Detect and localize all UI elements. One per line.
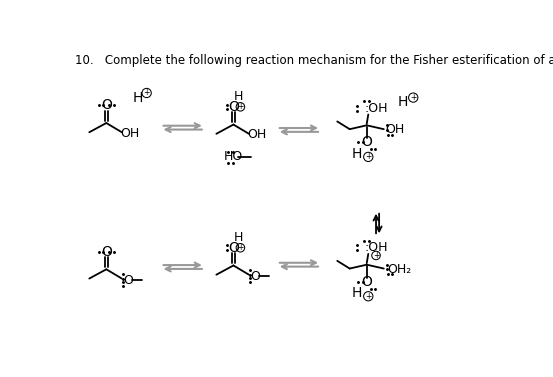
Text: OH: OH <box>120 127 139 139</box>
Text: O: O <box>361 274 372 289</box>
Text: +: + <box>365 292 372 301</box>
Text: HO: HO <box>224 150 243 163</box>
Text: O: O <box>228 100 239 114</box>
Text: H: H <box>352 286 362 300</box>
Text: O: O <box>101 245 112 259</box>
Text: :OH: :OH <box>364 102 388 115</box>
Text: O: O <box>250 270 260 283</box>
Text: +: + <box>143 89 150 98</box>
Text: +: + <box>237 243 243 252</box>
Text: O: O <box>101 98 112 112</box>
Text: O: O <box>361 135 372 149</box>
Text: O: O <box>228 241 239 255</box>
Text: H: H <box>352 147 362 161</box>
Text: 10.   Complete the following reaction mechanism for the Fisher esterification of: 10. Complete the following reaction mech… <box>75 55 553 67</box>
Text: +: + <box>410 93 416 102</box>
Text: OH: OH <box>385 123 404 136</box>
Text: +: + <box>365 152 372 161</box>
Text: OH: OH <box>247 128 267 141</box>
Text: H: H <box>234 90 243 103</box>
Text: +: + <box>373 251 379 260</box>
Text: +: + <box>237 102 243 111</box>
Text: H: H <box>398 95 408 109</box>
Text: H: H <box>234 231 243 244</box>
Text: :OH: :OH <box>364 241 388 254</box>
Text: H: H <box>132 90 143 104</box>
Text: O: O <box>123 274 133 287</box>
Text: OH₂: OH₂ <box>387 263 411 276</box>
